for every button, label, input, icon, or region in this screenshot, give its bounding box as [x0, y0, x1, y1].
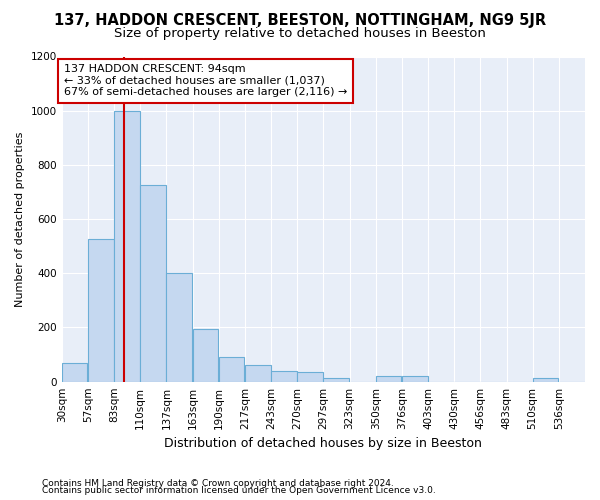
Bar — [376, 376, 401, 382]
Y-axis label: Number of detached properties: Number of detached properties — [15, 132, 25, 307]
Bar — [402, 376, 428, 382]
Bar — [533, 378, 559, 382]
Bar — [166, 274, 192, 382]
Bar — [193, 329, 218, 382]
Bar — [140, 185, 166, 382]
Bar — [245, 366, 271, 382]
Bar — [114, 110, 140, 382]
Bar — [88, 240, 113, 382]
Bar — [62, 362, 88, 382]
Text: Size of property relative to detached houses in Beeston: Size of property relative to detached ho… — [114, 28, 486, 40]
Text: Contains HM Land Registry data © Crown copyright and database right 2024.: Contains HM Land Registry data © Crown c… — [42, 478, 394, 488]
Bar — [218, 358, 244, 382]
Text: 137 HADDON CRESCENT: 94sqm
← 33% of detached houses are smaller (1,037)
67% of s: 137 HADDON CRESCENT: 94sqm ← 33% of deta… — [64, 64, 347, 98]
Bar — [271, 371, 296, 382]
Text: 137, HADDON CRESCENT, BEESTON, NOTTINGHAM, NG9 5JR: 137, HADDON CRESCENT, BEESTON, NOTTINGHA… — [54, 12, 546, 28]
X-axis label: Distribution of detached houses by size in Beeston: Distribution of detached houses by size … — [164, 437, 482, 450]
Bar — [297, 372, 323, 382]
Text: Contains public sector information licensed under the Open Government Licence v3: Contains public sector information licen… — [42, 486, 436, 495]
Bar — [323, 378, 349, 382]
